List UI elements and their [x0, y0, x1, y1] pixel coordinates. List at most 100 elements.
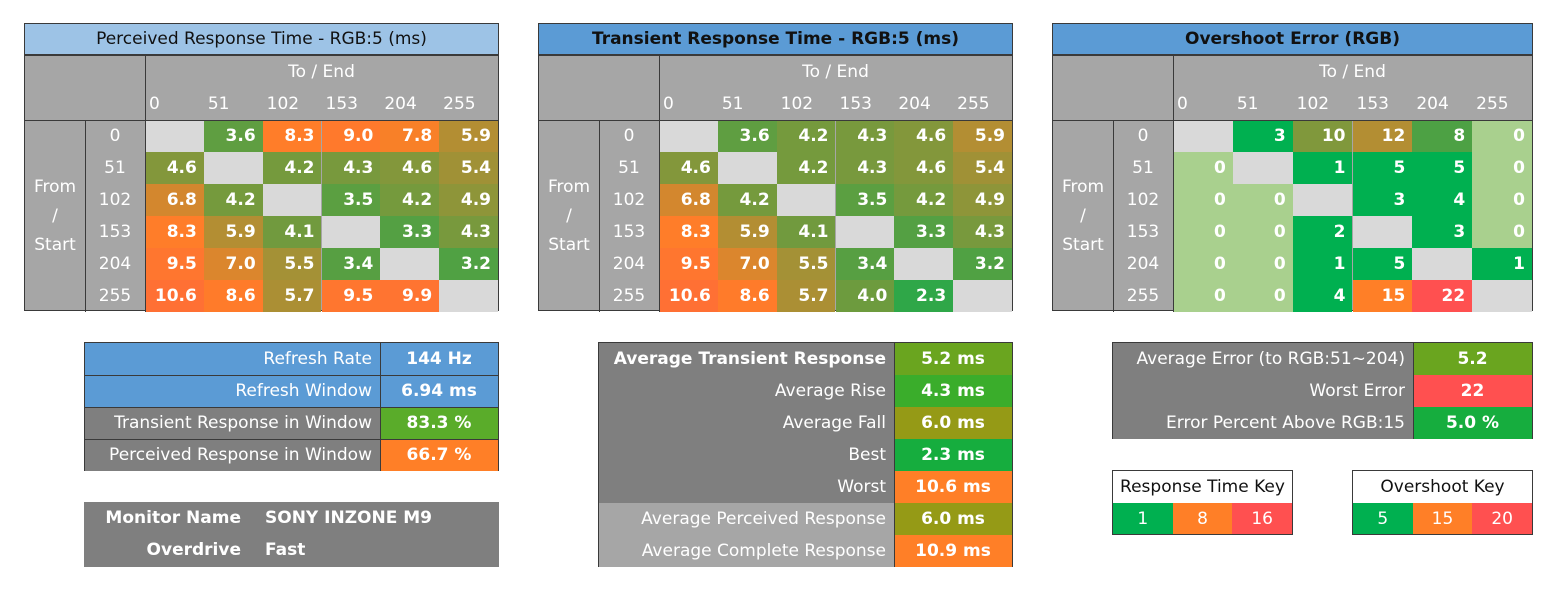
heatmap-cell: 4.9 [953, 184, 1012, 216]
monitor-value: Fast [265, 540, 306, 560]
row-label: 102 [612, 190, 646, 210]
row-label: 0 [623, 126, 635, 146]
empty-cell [262, 184, 322, 216]
column-label: 204 [898, 94, 931, 114]
stat-value: 5.2 [1413, 343, 1532, 375]
heatmap-cell: 1 [1292, 248, 1353, 280]
to-end-header: To / End [1319, 62, 1386, 82]
heatmap-cell: 4.2 [380, 184, 440, 216]
heatmap-cell: 4.3 [835, 120, 895, 152]
monitor-info-table: Monitor Name SONY INZONE M9 Overdrive Fast [84, 502, 499, 567]
heatmap-cell: 5.5 [776, 248, 836, 280]
empty-cell [1352, 216, 1413, 248]
heatmap-cell: 5.9 [717, 216, 777, 248]
stat-value: 10.6 ms [894, 471, 1012, 503]
column-label: 255 [443, 94, 476, 114]
heatmap-cell: 8.3 [262, 120, 322, 152]
stat-value: 144 Hz [380, 343, 498, 375]
heatmap-cell: 0 [1232, 248, 1293, 280]
heatmap-cell: 8.3 [659, 216, 718, 248]
row-label: 51 [618, 158, 640, 178]
empty-cell [659, 120, 718, 152]
heatmap-cell: 4.3 [321, 152, 381, 184]
heatmap-cell: 7.0 [203, 248, 263, 280]
row-label: 51 [104, 158, 126, 178]
heatmap-cell: 4.2 [894, 184, 954, 216]
column-label: 204 [384, 94, 417, 114]
heatmap-cell: 4 [1412, 184, 1473, 216]
heatmap-cell: 1 [1292, 152, 1353, 184]
stat-value: 4.3 ms [894, 375, 1012, 407]
response-time-key: Response Time Key 1 8 16 [1112, 470, 1293, 535]
empty-cell [717, 152, 777, 184]
transient-chart-title: Transient Response Time - RGB:5 (ms) [538, 23, 1013, 55]
heatmap-cell: 5.9 [439, 120, 498, 152]
key-swatch: 5 [1353, 503, 1413, 534]
empty-cell [321, 216, 381, 248]
stat-label: Perceived Response in Window [85, 439, 380, 471]
row-label: 255 [612, 286, 646, 306]
heatmap-cell: 10.6 [145, 280, 204, 312]
stat-value: 10.9 ms [894, 535, 1012, 567]
row-label: 153 [1126, 222, 1160, 242]
from-start-label-part: Start [34, 234, 76, 255]
heatmap-cell: 7.0 [717, 248, 777, 280]
heatmap-cell: 0 [1173, 248, 1233, 280]
heatmap-cell: 4.6 [894, 152, 954, 184]
key-title: Overshoot Key [1353, 471, 1532, 503]
overshoot-chart-title: Overshoot Error (RGB) [1052, 23, 1533, 55]
heatmap-cell: 3.4 [835, 248, 895, 280]
heatmap-cell: 9.9 [380, 280, 440, 312]
to-end-header: To / End [802, 62, 869, 82]
key-title: Response Time Key [1113, 471, 1292, 503]
heatmap-cell: 4.2 [776, 120, 836, 152]
heatmap-cell: 4.6 [659, 152, 718, 184]
column-label: 0 [663, 94, 674, 114]
heatmap-cell: 4.0 [835, 280, 895, 312]
column-label: 51 [721, 94, 744, 114]
row-label: 153 [98, 222, 132, 242]
column-label: 102 [266, 94, 300, 114]
empty-cell [439, 280, 498, 312]
monitor-label: Monitor Name [105, 508, 241, 528]
stat-value: 5.2 ms [894, 343, 1012, 375]
heatmap-cell: 4.6 [145, 152, 204, 184]
heatmap-cell: 4 [1292, 280, 1353, 312]
heatmap-cell: 0 [1472, 216, 1532, 248]
stat-label: Best [599, 439, 894, 471]
heatmap-cell: 5.4 [439, 152, 498, 184]
heatmap-cell: 4.2 [776, 152, 836, 184]
perceived-chart-title: Perceived Response Time - RGB:5 (ms) [24, 23, 499, 55]
heatmap-cell: 6.8 [145, 184, 204, 216]
row-label: 102 [1126, 190, 1160, 210]
heatmap-cell: 3.6 [717, 120, 777, 152]
heatmap-cell: 4.3 [835, 152, 895, 184]
from-start-label: From / Start [1053, 120, 1113, 312]
heatmap-cell: 0 [1232, 184, 1293, 216]
heatmap-cell: 5 [1352, 248, 1413, 280]
heatmap-cell: 5.7 [776, 280, 836, 312]
stat-label: Average Perceived Response [599, 503, 894, 535]
stat-label: Worst Error [1113, 375, 1413, 407]
empty-cell [1232, 152, 1293, 184]
stat-label: Transient Response in Window [85, 407, 380, 439]
heatmap-cell: 4.9 [439, 184, 498, 216]
row-label: 255 [98, 286, 132, 306]
heatmap-cell: 8 [1412, 120, 1473, 152]
heatmap-cell: 5.9 [203, 216, 263, 248]
heatmap-cell: 8.3 [145, 216, 204, 248]
heatmap-cell: 4.2 [203, 184, 263, 216]
average-response-table: Average Transient Response 5.2 ms Average … [598, 342, 1013, 567]
stat-value: 5.0 % [1413, 407, 1532, 439]
row-label: 204 [612, 254, 646, 274]
monitor-value: SONY INZONE M9 [265, 508, 432, 528]
from-start-label-part: From [547, 176, 591, 197]
heatmap-cell: 9.5 [321, 280, 381, 312]
heatmap-cell: 0 [1472, 120, 1532, 152]
column-label: 102 [1296, 94, 1330, 114]
heatmap-cell: 5.7 [262, 280, 322, 312]
heatmap-cell: 3 [1232, 120, 1293, 152]
heatmap-cell: 5.9 [953, 120, 1012, 152]
stat-label: Average Transient Response [599, 343, 894, 375]
heatmap-cell: 4.2 [717, 184, 777, 216]
